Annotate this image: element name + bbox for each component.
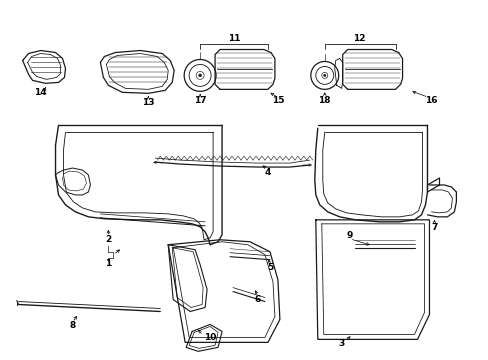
Text: 16: 16	[425, 96, 437, 105]
Text: 8: 8	[69, 321, 76, 330]
Text: 13: 13	[142, 98, 154, 107]
Text: 5: 5	[266, 263, 272, 272]
Text: 14: 14	[34, 88, 47, 97]
Text: 18: 18	[318, 96, 330, 105]
Text: 17: 17	[193, 96, 206, 105]
Text: 7: 7	[430, 223, 437, 232]
Text: 1: 1	[105, 259, 111, 268]
Circle shape	[323, 74, 325, 77]
Text: 12: 12	[353, 34, 365, 43]
Text: 2: 2	[105, 235, 111, 244]
Text: 10: 10	[203, 333, 216, 342]
Text: 4: 4	[264, 167, 270, 176]
Text: 9: 9	[346, 231, 352, 240]
Circle shape	[198, 74, 201, 77]
Text: 11: 11	[227, 34, 240, 43]
Text: 15: 15	[271, 96, 284, 105]
Text: 6: 6	[254, 295, 261, 304]
Text: 3: 3	[338, 339, 344, 348]
